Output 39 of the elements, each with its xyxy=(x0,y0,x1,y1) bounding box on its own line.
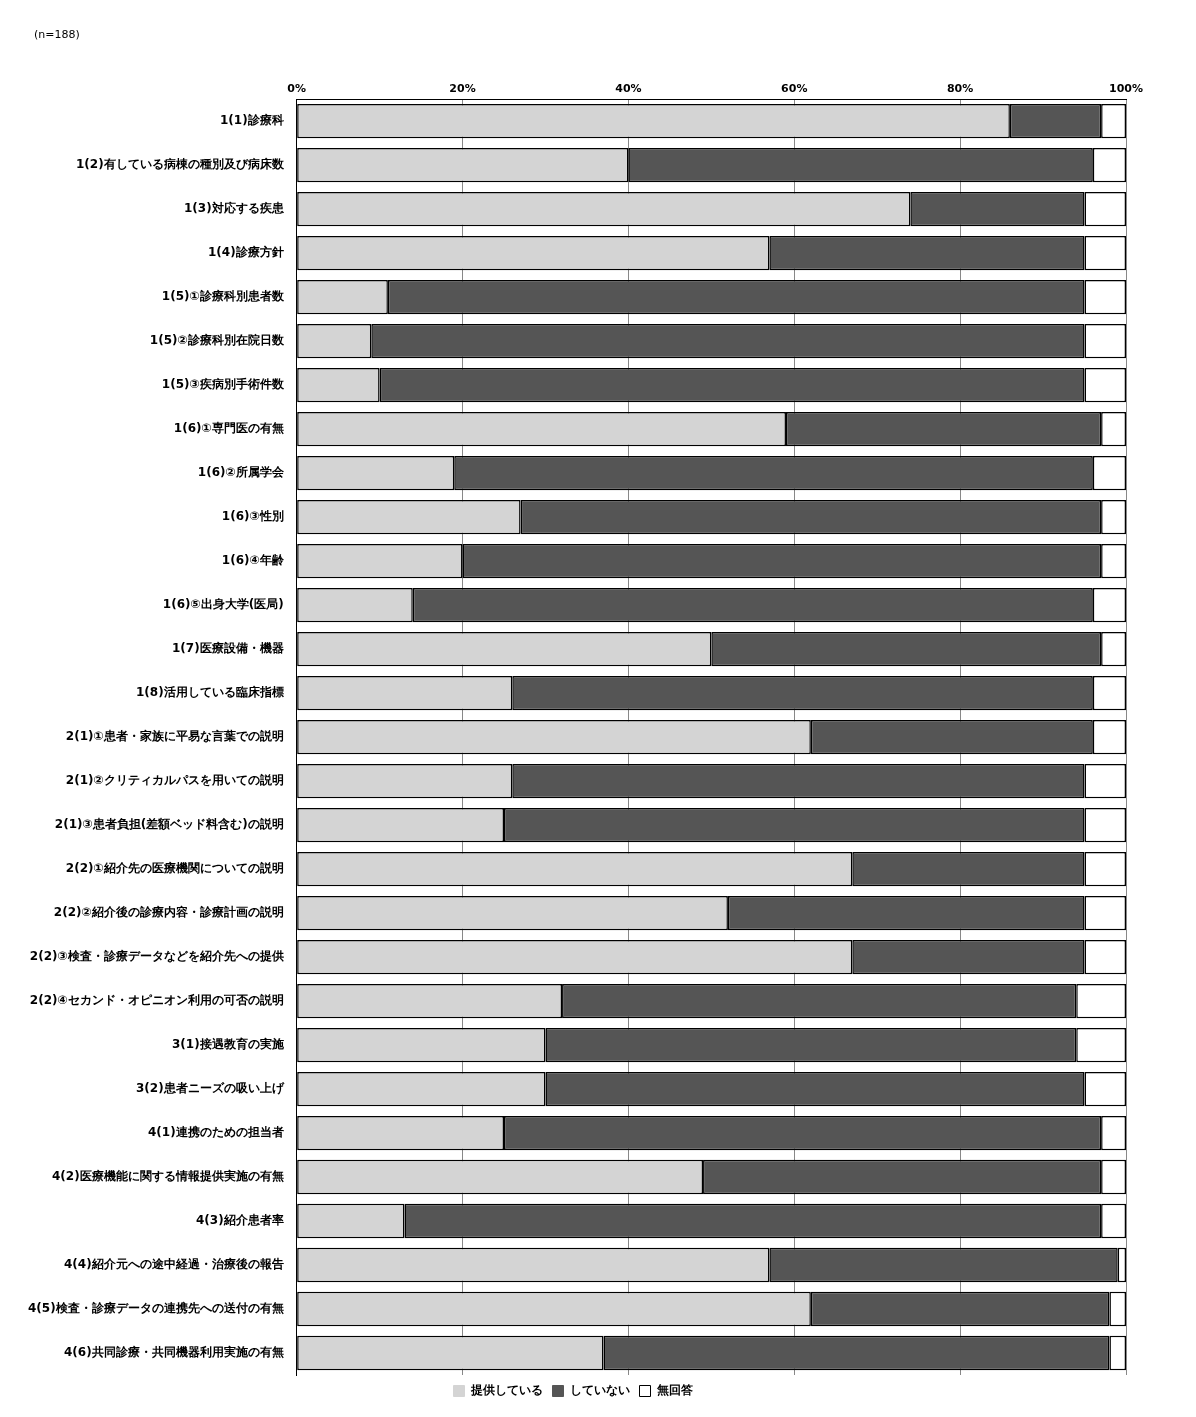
y-tick-label: 2(2)③検査・診療データなどを紹介先への提供 xyxy=(29,949,284,964)
y-tick-label: 2(1)①患者・家族に平易な言葉での説明 xyxy=(65,729,284,744)
legend-label: 提供している xyxy=(469,1383,543,1398)
y-tick-label: 2(1)②クリティカルパスを用いての説明 xyxy=(65,773,284,788)
y-tick-label: 3(2)患者ニーズの吸い上げ xyxy=(136,1081,285,1096)
y-tick-label: 1(5)②診療科別在院日数 xyxy=(149,333,285,348)
x-tick-label: 100% xyxy=(1109,82,1143,96)
legend-label: していない xyxy=(569,1383,630,1398)
y-tick-label: 1(6)⑤出身大学(医局) xyxy=(162,597,284,612)
y-tick-label: 2(1)③患者負担(差額ベッド料含む)の説明 xyxy=(54,817,284,832)
y-tick-label: 4(1)連携のための担当者 xyxy=(148,1125,284,1140)
x-tick-label: 20% xyxy=(449,82,476,96)
y-tick-label: 2(2)②紹介後の診療内容・診療計画の説明 xyxy=(53,905,284,920)
y-tick-label: 1(3)対応する疾患 xyxy=(184,201,285,216)
y-tick-label: 4(6)共同診療・共同機器利用実施の有無 xyxy=(64,1345,284,1360)
y-tick-label: 1(6)②所属学会 xyxy=(197,465,285,480)
text: (n=188) xyxy=(34,28,80,42)
x-tick-label: 40% xyxy=(615,82,642,96)
y-tick-label: 2(2)①紹介先の医療機関についての説明 xyxy=(65,861,284,876)
y-tick-label: 2(2)④セカンド・オピニオン利用の可否の説明 xyxy=(29,993,284,1008)
legend-label: 無回答 xyxy=(655,1383,694,1398)
y-tick-label: 4(2)医療機能に関する情報提供実施の有無 xyxy=(52,1169,284,1184)
y-tick-label: 1(5)③疾病別手術件数 xyxy=(161,377,285,392)
y-tick-label: 1(6)④年齢 xyxy=(221,553,285,568)
y-tick-label: 4(4)紹介元への途中経過・治療後の報告 xyxy=(64,1257,284,1272)
x-tick-label: 0% xyxy=(287,82,307,96)
y-tick-label: 4(3)紹介患者率 xyxy=(196,1213,284,1228)
y-tick-label: 3(1)接遇教育の実施 xyxy=(172,1037,285,1052)
y-tick-label: 1(2)有している病棟の種別及び病床数 xyxy=(76,157,285,172)
y-tick-label: 4(5)検査・診療データの連携先への送付の有無 xyxy=(28,1301,284,1316)
y-tick-label: 1(6)①専門医の有無 xyxy=(173,421,284,436)
y-tick-label: 1(6)③性別 xyxy=(221,509,284,524)
y-tick-label: 1(4)診療方針 xyxy=(208,245,284,260)
y-tick-label: 1(5)①診療科別患者数 xyxy=(161,289,285,304)
y-tick-label: 1(8)活用している臨床指標 xyxy=(136,685,284,700)
y-tick-label: 1(1)診療科 xyxy=(220,113,284,128)
y-tick-label: 1(7)医療設備・機器 xyxy=(172,641,284,656)
x-tick-label: 60% xyxy=(781,82,808,96)
x-tick-label: 80% xyxy=(946,82,974,96)
